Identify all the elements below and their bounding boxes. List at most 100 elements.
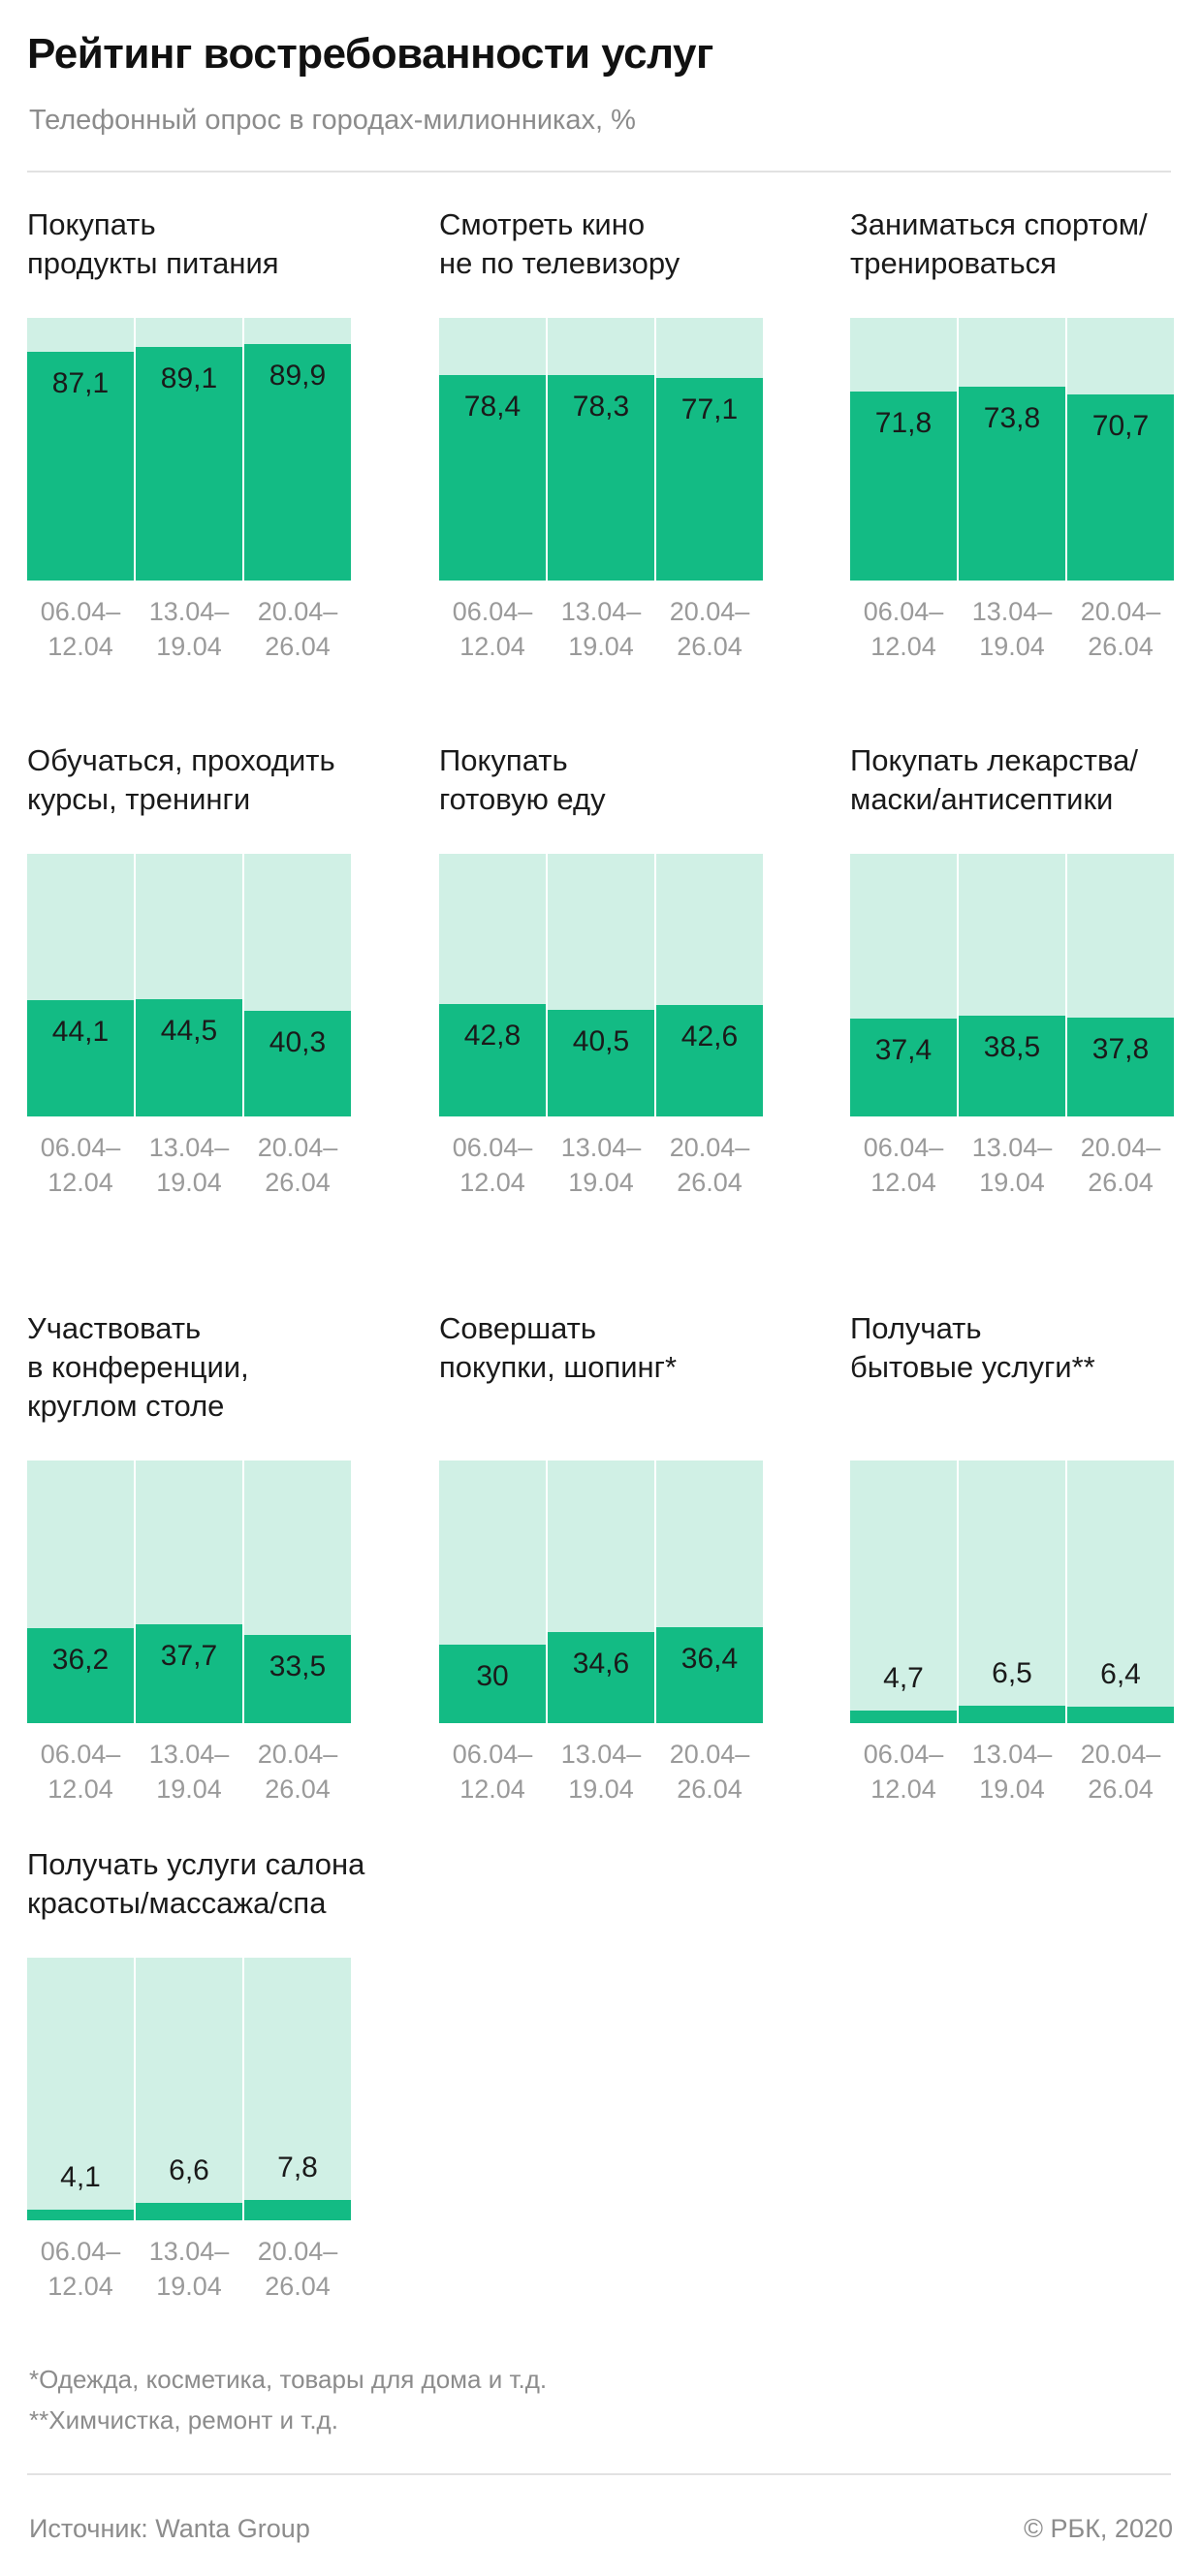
chart-panel: Получать услуги салона красоты/массажа/с… (27, 1845, 364, 2349)
x-tick-label: 20.04– 26.04 (669, 1740, 750, 1804)
chart-panel: Совершать покупки, шопинг* 06.04– 12.04 13… (439, 1309, 769, 1813)
chart-panel: Получать бытовые услуги** 06.04– 12.04 13.… (850, 1309, 1180, 1813)
bar (1067, 394, 1174, 581)
x-tick-label: 13.04– 19.04 (971, 1740, 1053, 1804)
bar-track: 33,5 (244, 1461, 351, 1723)
x-tick-label: 06.04– 12.04 (863, 597, 944, 661)
bar-value-label: 37,8 (1091, 1033, 1150, 1065)
bar (850, 392, 957, 581)
x-tick-label: 20.04– 26.04 (1080, 597, 1161, 661)
bar-value-label: 77,1 (680, 393, 739, 425)
bar-track: 37,4 (850, 854, 957, 1116)
chart-panel: Участвовать в конференции, круглом столе… (27, 1309, 357, 1813)
x-tick-label: 06.04– 12.04 (40, 1133, 121, 1197)
x-tick-label: 06.04– 12.04 (40, 597, 121, 661)
bar-track: 6,6 (136, 1958, 242, 2220)
chart-panel: Покупать лекарства/ маски/антисептики 06.… (850, 741, 1180, 1245)
bar (244, 1011, 351, 1116)
bar-value-label: 6,6 (169, 2154, 209, 2186)
bar (439, 375, 546, 581)
bar-value-label: 6,4 (1100, 1658, 1141, 1690)
chart-title: Получать бытовые услуги** (850, 1311, 1095, 1384)
bar-track: 44,5 (136, 854, 242, 1116)
bar-value-label: 6,5 (992, 1657, 1032, 1689)
bar-value-label: 36,4 (680, 1643, 739, 1675)
x-tick-label: 06.04– 12.04 (863, 1740, 944, 1804)
bar-track: 6,5 (959, 1461, 1065, 1723)
x-tick-label: 06.04– 12.04 (40, 1740, 121, 1804)
bar-track: 36,2 (27, 1461, 134, 1723)
chart-title: Совершать покупки, шопинг* (439, 1311, 678, 1384)
bar (656, 1005, 763, 1116)
chart-title: Участвовать в конференции, круглом столе (27, 1311, 249, 1423)
page-title: Рейтинг востребованности услуг (27, 30, 713, 78)
bar (244, 1635, 351, 1723)
bar-value-label: 4,1 (60, 2161, 101, 2193)
bar (548, 375, 654, 581)
bar-value-label: 89,1 (160, 362, 218, 394)
bar-track: 89,9 (244, 318, 351, 581)
chart-plot-area: 30 34,6 36,4 (439, 1461, 763, 1723)
x-tick-label: 13.04– 19.04 (148, 597, 230, 661)
bar (27, 1000, 134, 1116)
chart-plot-area: 4,1 6,6 7,8 (27, 1958, 351, 2220)
bar (439, 1645, 546, 1723)
top-divider (27, 171, 1171, 173)
bar (136, 1624, 242, 1723)
bar-track: 34,6 (548, 1461, 654, 1723)
bar (27, 352, 134, 581)
bar-value-label: 34,6 (572, 1648, 630, 1680)
chart-panel: Покупать готовую еду 06.04– 12.04 13.04– 1… (439, 741, 769, 1245)
chart-plot-area: 37,4 38,5 37,8 (850, 854, 1174, 1116)
x-tick-label: 20.04– 26.04 (669, 1133, 750, 1197)
bar (244, 2200, 351, 2220)
x-tick-label: 20.04– 26.04 (257, 1133, 338, 1197)
bar-track: 70,7 (1067, 318, 1174, 581)
bar (548, 1632, 654, 1723)
source-note: Источник: Wanta Group (29, 2514, 310, 2543)
x-tick-label: 13.04– 19.04 (148, 2237, 230, 2301)
bar-track: 73,8 (959, 318, 1065, 581)
bar (1067, 1707, 1174, 1723)
bar (244, 344, 351, 581)
bar-value-label: 37,7 (160, 1640, 218, 1672)
bar-track: 7,8 (244, 1958, 351, 2220)
bar (959, 1016, 1065, 1116)
x-tick-label: 20.04– 26.04 (669, 597, 750, 661)
bar-value-label: 78,3 (572, 391, 630, 423)
chart-plot-area: 78,4 78,3 77,1 (439, 318, 763, 581)
bar-track: 36,4 (656, 1461, 763, 1723)
bar-track: 78,4 (439, 318, 546, 581)
bar-value-label: 70,7 (1091, 410, 1150, 442)
bar-value-label: 71,8 (874, 407, 933, 439)
bar-track: 37,7 (136, 1461, 242, 1723)
bar-track: 89,1 (136, 318, 242, 581)
chart-panel: Обучаться, проходить курсы, тренинги 06.0… (27, 741, 357, 1245)
bar-value-label: 4,7 (883, 1662, 924, 1694)
bar-track: 6,4 (1067, 1461, 1174, 1723)
chart-plot-area: 71,8 73,8 70,7 (850, 318, 1174, 581)
bar-value-label: 30 (476, 1660, 509, 1692)
chart-panel: Заниматься спортом/ тренироваться 06.04– … (850, 205, 1180, 709)
bar (27, 2210, 134, 2220)
bar-value-label: 33,5 (269, 1650, 327, 1682)
bar-value-label: 78,4 (463, 391, 522, 423)
x-tick-label: 13.04– 19.04 (971, 1133, 1053, 1197)
bar-track: 4,7 (850, 1461, 957, 1723)
bar-value-label: 73,8 (983, 402, 1041, 434)
x-tick-label: 20.04– 26.04 (1080, 1740, 1161, 1804)
bottom-divider (27, 2473, 1171, 2475)
bar-value-label: 38,5 (983, 1031, 1041, 1063)
x-tick-label: 13.04– 19.04 (148, 1133, 230, 1197)
bar (1067, 1018, 1174, 1116)
bar (136, 999, 242, 1116)
bar (136, 347, 242, 581)
x-tick-label: 20.04– 26.04 (1080, 1133, 1161, 1197)
bar-track: 30 (439, 1461, 546, 1723)
bar-value-label: 40,5 (572, 1025, 630, 1057)
x-tick-label: 13.04– 19.04 (560, 1133, 642, 1197)
chart-title: Получать услуги салона красоты/массажа/с… (27, 1847, 365, 1920)
chart-title: Покупать лекарства/ маски/антисептики (850, 743, 1138, 816)
bar (656, 1627, 763, 1723)
bar-value-label: 87,1 (51, 367, 110, 399)
